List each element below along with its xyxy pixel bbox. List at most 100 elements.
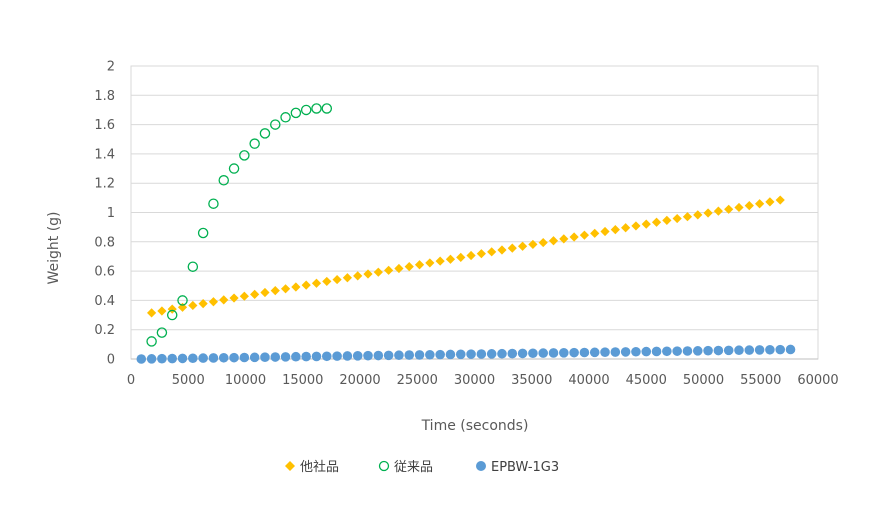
- series-0-point-32: [476, 249, 486, 259]
- series-2-point-46: [610, 347, 621, 357]
- series-0-point-7: [219, 295, 229, 305]
- series-0-point-53: [693, 210, 703, 220]
- x-tick-label-2: 10000: [225, 373, 266, 388]
- series-0-point-14: [291, 282, 301, 292]
- series-0-point-3: [177, 302, 188, 312]
- series-0-point-39: [548, 236, 559, 246]
- series-1-point-1: [156, 327, 168, 338]
- series-0-point-41: [569, 232, 579, 242]
- series-0-point-30: [456, 252, 466, 262]
- x-tick-label-6: 30000: [454, 373, 495, 388]
- legend-label-0: 他社品: [300, 459, 339, 475]
- series-1-point-15: [300, 104, 312, 116]
- legend-marker-0: [285, 461, 295, 471]
- y-tick-label-7: 1.4: [94, 147, 115, 162]
- series-2-point-20: [342, 351, 353, 361]
- y-axis-title: Weight (g): [46, 211, 62, 284]
- series-0-point-44: [600, 226, 610, 237]
- series-0-point-49: [651, 217, 662, 227]
- series-0-point-31: [466, 250, 476, 261]
- legend-label-2: EPBW-1G3: [491, 460, 559, 475]
- x-tick-label-11: 55000: [740, 373, 781, 388]
- series-0-point-33: [487, 247, 497, 257]
- series-1-point-16: [311, 103, 322, 114]
- series-0-point-24: [394, 263, 404, 274]
- series-2-point-42: [569, 347, 579, 358]
- series-0-point-2: [167, 304, 177, 314]
- x-tick-label-1: 5000: [172, 373, 205, 388]
- legend-label-1: 従来品: [394, 460, 433, 475]
- legend-marker-2: [476, 461, 486, 471]
- y-tick-label-5: 1: [107, 206, 115, 221]
- series-1-point-14: [290, 107, 302, 119]
- series-0-point-47: [631, 221, 641, 231]
- legend-marker-1: [378, 460, 390, 472]
- series-0-point-8: [229, 293, 239, 303]
- series-2-point-16: [301, 351, 311, 362]
- series-2-point-53: [682, 346, 693, 356]
- series-2-point-19: [332, 351, 342, 361]
- series-2-point-39: [538, 348, 548, 358]
- series-2-point-50: [651, 346, 662, 357]
- series-2-point-14: [280, 352, 291, 362]
- y-tick-label-4: 0.8: [94, 235, 115, 250]
- series-2-point-23: [373, 350, 384, 361]
- series-2-point-3: [167, 353, 178, 364]
- series-2-point-31: [455, 349, 466, 360]
- series-2-point-18: [321, 351, 332, 362]
- x-tick-label-8: 40000: [568, 373, 609, 388]
- series-2-point-49: [641, 346, 652, 357]
- series-0-point-5: [198, 299, 208, 309]
- series-2-point-60: [754, 345, 765, 355]
- series-0-point-51: [672, 213, 682, 224]
- x-tick-label-5: 25000: [397, 373, 438, 388]
- series-2-point-25: [394, 350, 404, 361]
- y-axis-ticks: 0 0.2 0.4 0.6 0.8 1 1.2 1.4 1.6 1.8 2: [94, 60, 115, 368]
- series-2-point-57: [723, 345, 734, 356]
- series-0-point-9: [239, 291, 249, 301]
- series-0-point-56: [724, 204, 734, 214]
- y-tick-label-8: 1.6: [94, 118, 115, 133]
- series-0-point-22: [373, 267, 383, 277]
- series-0-point-60: [765, 197, 775, 207]
- series-0-point-34: [497, 245, 507, 255]
- series-0-point-48: [641, 219, 651, 229]
- x-tick-label-3: 15000: [282, 373, 323, 388]
- series-0-point-50: [662, 215, 672, 225]
- series-0-point-23: [384, 265, 394, 275]
- series-2-point-54: [692, 346, 703, 356]
- series-0: [147, 195, 785, 318]
- series-2-point-29: [435, 349, 445, 360]
- series-0-point-61: [775, 195, 785, 205]
- series-2-point-44: [589, 347, 600, 358]
- series-2-point-17: [311, 351, 322, 362]
- series-0-point-57: [734, 202, 744, 213]
- series-2-point-24: [383, 350, 394, 361]
- series-2-point-0: [136, 354, 147, 364]
- series-0-point-46: [621, 223, 631, 233]
- series-1-point-2: [166, 309, 178, 321]
- series-2-point-4: [177, 353, 188, 364]
- series-1-point-12: [270, 119, 281, 130]
- series-0-point-28: [435, 256, 445, 266]
- series-0-point-26: [414, 260, 425, 270]
- series-0-point-21: [363, 269, 373, 279]
- series-0-point-1: [157, 306, 167, 316]
- series-2-point-28: [425, 349, 435, 360]
- x-tick-label-7: 35000: [511, 373, 552, 388]
- series-2: [136, 344, 796, 364]
- gridlines: [131, 65, 818, 360]
- series-2-point-6: [198, 353, 208, 363]
- series-2-point-22: [363, 350, 373, 361]
- series-0-point-58: [744, 200, 754, 211]
- series-1-point-0: [146, 336, 157, 347]
- series-0-point-36: [517, 241, 528, 251]
- series-0-point-38: [538, 237, 548, 248]
- series-2-point-32: [466, 349, 476, 359]
- series-1-point-5: [197, 227, 209, 239]
- series-2-point-51: [662, 346, 672, 357]
- series-0-point-15: [301, 280, 311, 290]
- x-tick-label-12: 60000: [797, 373, 838, 388]
- series-0-point-55: [713, 206, 723, 216]
